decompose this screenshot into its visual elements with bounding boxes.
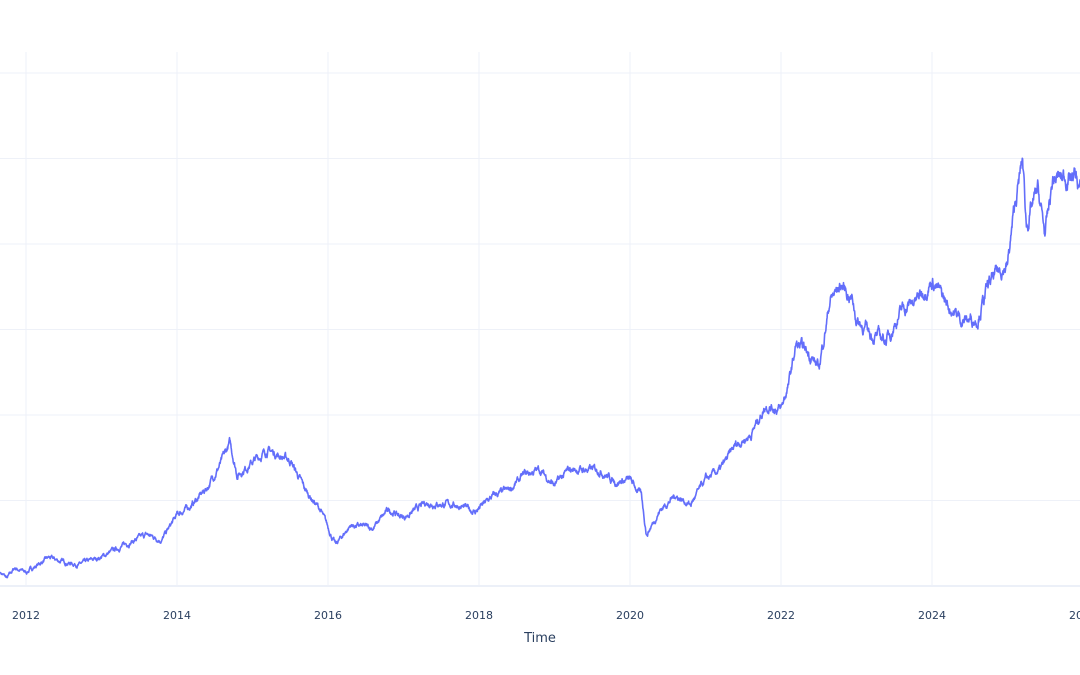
x-tick-labels: 2012 2014 2016 2018 2020 2022 2024 2026	[12, 609, 1080, 622]
x-tick-label: 2026	[1069, 609, 1080, 622]
x-tick-label: 2014	[163, 609, 191, 622]
x-tick-label: 2018	[465, 609, 493, 622]
x-tick-label: 2022	[767, 609, 795, 622]
gridlines	[0, 52, 1080, 587]
series-line	[0, 157, 1080, 579]
x-tick-label: 2020	[616, 609, 644, 622]
x-tick-label: 2012	[12, 609, 40, 622]
x-tick-label: 2016	[314, 609, 342, 622]
x-tick-label: 2024	[918, 609, 946, 622]
x-axis-title: Time	[523, 631, 556, 646]
